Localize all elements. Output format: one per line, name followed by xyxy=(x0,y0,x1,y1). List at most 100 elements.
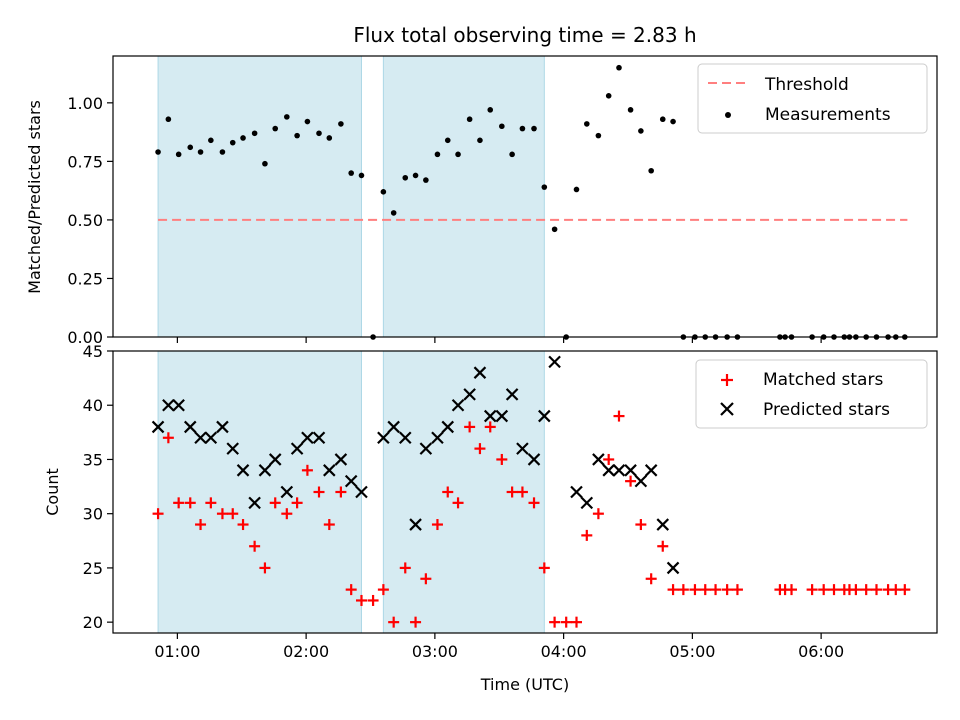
legend-measurements-swatch xyxy=(725,112,731,118)
y-tick-label: 40 xyxy=(83,396,103,415)
y-tick-label: 0.75 xyxy=(67,152,103,171)
measurement-point xyxy=(423,177,429,183)
matched-star-point xyxy=(645,573,657,585)
measurement-point xyxy=(627,107,634,113)
matched-star-point xyxy=(677,584,689,596)
measurement-point xyxy=(616,64,622,71)
matched-star-point xyxy=(367,594,379,606)
matched-star-point xyxy=(484,421,496,433)
matched-star-point xyxy=(335,486,347,498)
matched-star-point xyxy=(205,497,217,509)
predicted-star-point xyxy=(666,561,680,575)
matched-star-point xyxy=(195,519,207,531)
matched-star-point xyxy=(496,453,508,465)
matched-star-point xyxy=(581,529,593,541)
top-x-ticks xyxy=(176,337,822,343)
legend-matched-label: Matched stars xyxy=(763,370,883,390)
measurement-point xyxy=(219,149,226,155)
predicted-star-point xyxy=(419,442,433,455)
observing-span xyxy=(157,350,362,634)
predicted-star-point xyxy=(194,431,207,445)
predicted-star-point xyxy=(172,398,185,412)
predicted-star-point xyxy=(248,496,261,510)
measurement-point xyxy=(175,151,182,158)
measurement-point xyxy=(165,116,172,123)
top-shaded-spans xyxy=(157,55,545,338)
y-tick-label: 1.00 xyxy=(67,94,103,113)
measurement-point xyxy=(499,123,505,130)
matched-star-point xyxy=(506,486,518,498)
predicted-star-point xyxy=(268,453,282,466)
matched-star-point xyxy=(625,475,637,487)
matched-star-point xyxy=(323,519,335,531)
matched-star-point xyxy=(721,584,733,596)
measurement-point xyxy=(402,174,409,181)
bottom-legend: Matched stars Predicted stars xyxy=(695,359,928,429)
predicted-star-point xyxy=(580,496,594,510)
predicted-star-point xyxy=(451,398,465,412)
top-y-axis-label: Matched/Predicted stars xyxy=(25,100,44,294)
matched-star-point xyxy=(731,584,743,596)
observing-span xyxy=(157,55,362,338)
predicted-star-point xyxy=(312,431,326,445)
measurement-point xyxy=(605,93,612,99)
predicted-stars-points xyxy=(151,355,680,575)
x-tick-label: 03:00 xyxy=(412,642,458,661)
matched-star-point xyxy=(173,497,185,509)
matched-star-point xyxy=(442,486,454,498)
chart-title: Flux total observing time = 2.83 h xyxy=(353,23,696,47)
predicted-star-point xyxy=(409,518,422,531)
matched-star-point xyxy=(689,584,701,596)
matched-star-point xyxy=(216,508,228,520)
matched-star-point xyxy=(281,508,293,520)
matched-star-point xyxy=(269,497,281,509)
measurement-point xyxy=(358,172,365,179)
measurement-point xyxy=(294,132,300,139)
predicted-star-point xyxy=(570,485,583,499)
measurement-point xyxy=(551,226,558,233)
measurement-point xyxy=(519,125,526,132)
predicted-star-point xyxy=(216,420,229,434)
bottom-y-ticks: 20 25 30 35 40 45 xyxy=(83,342,113,632)
y-tick-label: 0.25 xyxy=(67,269,103,288)
legend-threshold-label: Threshold xyxy=(764,75,849,95)
matched-star-point xyxy=(613,410,625,422)
matched-star-point xyxy=(313,486,325,498)
measurement-point xyxy=(509,151,515,158)
top-panel: 0.00 0.25 0.50 0.75 1.00 Matched/Predicted s… xyxy=(25,55,938,347)
measurement-point xyxy=(466,116,473,123)
predicted-star-point xyxy=(602,464,615,477)
matched-star-point xyxy=(431,519,443,531)
predicted-star-point xyxy=(644,464,658,477)
matched-star-point xyxy=(377,584,389,596)
measurement-point xyxy=(531,125,537,132)
matched-star-point xyxy=(899,584,911,596)
measurement-point xyxy=(240,135,246,141)
y-tick-label: 25 xyxy=(83,559,103,578)
predicted-star-point xyxy=(204,431,218,445)
predicted-star-point xyxy=(431,431,444,445)
top-legend-box xyxy=(697,63,928,134)
matched-star-point xyxy=(162,432,174,444)
matched-star-point xyxy=(850,584,862,596)
predicted-star-point xyxy=(473,366,487,379)
predicted-star-point xyxy=(162,398,175,412)
measurement-point xyxy=(284,114,290,120)
observing-span xyxy=(382,55,545,338)
x-tick-label: 01:00 xyxy=(154,642,200,661)
top-plot-frame xyxy=(112,55,938,338)
predicted-star-point xyxy=(398,431,412,445)
matched-star-point xyxy=(786,584,798,596)
x-axis-label: Time (UTC) xyxy=(480,675,569,694)
top-measurement-points xyxy=(155,64,908,340)
measurement-point xyxy=(455,151,461,158)
matched-stars-points xyxy=(152,410,911,628)
bottom-plot-frame xyxy=(112,350,938,634)
legend-predicted-label: Predicted stars xyxy=(763,400,890,420)
matched-star-point xyxy=(806,584,818,596)
measurement-point xyxy=(326,135,333,141)
measurement-point xyxy=(338,121,344,127)
y-tick-label: 20 xyxy=(83,613,103,632)
measurement-point xyxy=(595,132,602,139)
